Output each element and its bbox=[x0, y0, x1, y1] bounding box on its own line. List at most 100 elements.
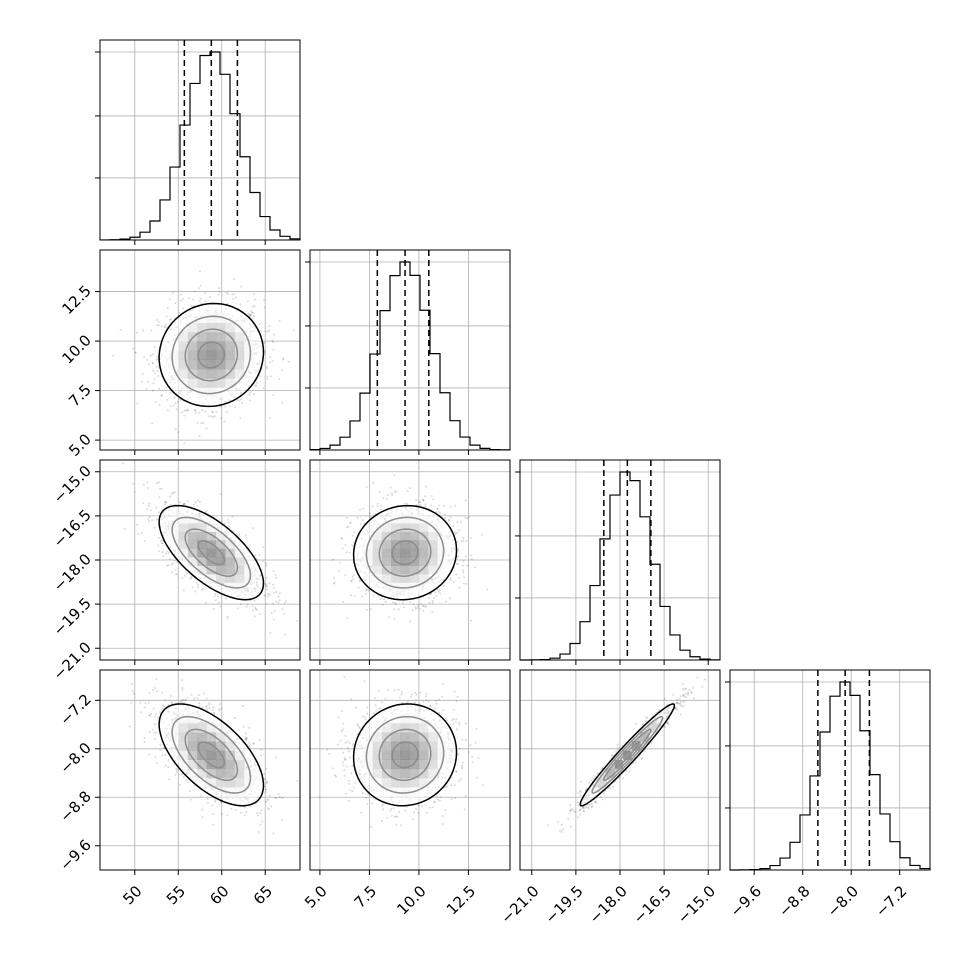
scatter-point bbox=[178, 501, 181, 504]
scatter-point bbox=[264, 594, 267, 597]
scatter-point bbox=[253, 393, 256, 396]
scatter-point bbox=[194, 411, 197, 414]
scatter-point bbox=[182, 307, 184, 310]
scatter-point bbox=[218, 703, 221, 706]
scatter-point bbox=[257, 831, 260, 833]
scatter-point bbox=[177, 431, 180, 433]
y-tick-label: −21.0 bbox=[50, 638, 95, 683]
scatter-point bbox=[464, 555, 467, 558]
scatter-point bbox=[266, 378, 269, 380]
scatter-point bbox=[275, 590, 278, 593]
scatter-point bbox=[193, 290, 196, 293]
scatter-point bbox=[365, 486, 368, 489]
scatter-point bbox=[266, 595, 269, 598]
scatter-point bbox=[351, 575, 354, 578]
scatter-point bbox=[359, 523, 362, 526]
scatter-point bbox=[175, 561, 178, 563]
scatter-point bbox=[183, 502, 186, 505]
scatter-point bbox=[249, 313, 252, 316]
scatter-point bbox=[443, 585, 446, 588]
y-tick-label: −18.0 bbox=[50, 550, 95, 595]
scatter-point bbox=[369, 516, 372, 519]
scatter-point bbox=[458, 529, 461, 532]
scatter-point bbox=[152, 369, 155, 372]
y-tick-label: 10.0 bbox=[58, 331, 94, 367]
scatter-point bbox=[218, 287, 221, 290]
scatter-point bbox=[264, 330, 267, 333]
scatter-point bbox=[156, 355, 158, 358]
scatter-point bbox=[259, 823, 262, 826]
scatter-point bbox=[347, 525, 350, 528]
scatter-point bbox=[252, 311, 254, 314]
scatter-point bbox=[466, 517, 469, 520]
scatter-point bbox=[283, 612, 286, 615]
scatter-point bbox=[462, 559, 465, 562]
scatter-point bbox=[251, 527, 254, 530]
scatter-point bbox=[272, 570, 275, 572]
scatter-point bbox=[454, 504, 457, 507]
scatter-point bbox=[141, 380, 144, 383]
scatter-point bbox=[167, 564, 170, 567]
scatter-point bbox=[192, 298, 194, 301]
scatter-point bbox=[283, 602, 286, 605]
scatter-point bbox=[149, 516, 152, 519]
scatter-point bbox=[214, 592, 217, 595]
scatter-point bbox=[174, 568, 177, 571]
scatter-point bbox=[466, 564, 469, 567]
histogram-panel-2 bbox=[305, 249, 511, 455]
scatter-point bbox=[221, 520, 224, 523]
scatter-point bbox=[444, 600, 447, 603]
scatter-point bbox=[151, 353, 154, 356]
scatter-point bbox=[263, 299, 266, 302]
scatter-point bbox=[173, 396, 176, 399]
scatter-point bbox=[268, 361, 271, 364]
scatter-point bbox=[193, 408, 196, 411]
scatter-point bbox=[234, 809, 237, 811]
scatter-point bbox=[165, 315, 168, 318]
scatter-point bbox=[474, 566, 477, 569]
scatter-point bbox=[349, 521, 352, 524]
scatter-point bbox=[385, 498, 388, 501]
scatter-point bbox=[371, 505, 374, 508]
scatter-point bbox=[184, 574, 186, 577]
scatter-point bbox=[409, 600, 411, 603]
scatter-point bbox=[198, 435, 201, 438]
scatter-point bbox=[146, 481, 149, 484]
scatter-point bbox=[196, 421, 199, 424]
scatter-point bbox=[240, 398, 243, 401]
scatter-point bbox=[409, 620, 412, 623]
scatter-point bbox=[161, 539, 164, 542]
scatter-point bbox=[277, 595, 280, 598]
scatter-point bbox=[458, 586, 461, 589]
scatter-point bbox=[147, 505, 150, 507]
scatter-point bbox=[470, 619, 472, 622]
scatter-point bbox=[186, 409, 189, 412]
scatter-point bbox=[156, 358, 159, 361]
scatter-point bbox=[430, 504, 433, 507]
scatter-point bbox=[194, 501, 197, 504]
scatter-point bbox=[177, 400, 180, 403]
scatter-point bbox=[379, 508, 382, 511]
scatter-point bbox=[368, 512, 371, 515]
scatter-point bbox=[218, 290, 221, 293]
scatter-point bbox=[156, 690, 159, 693]
scatter-point bbox=[372, 481, 374, 484]
scatter-point bbox=[269, 375, 272, 378]
scatter-point bbox=[449, 577, 452, 580]
scatter-point bbox=[212, 416, 214, 419]
scatter-point bbox=[153, 378, 156, 381]
scatter-point bbox=[252, 292, 255, 295]
scatter-point bbox=[364, 592, 367, 595]
scatter-point bbox=[136, 331, 138, 334]
scatter-point bbox=[204, 300, 207, 302]
scatter-point bbox=[449, 516, 452, 519]
scatter-point bbox=[167, 759, 170, 762]
scatter-point bbox=[460, 540, 463, 543]
scatter-point bbox=[208, 295, 211, 298]
scatter-point bbox=[362, 507, 365, 510]
scatter-point bbox=[414, 606, 417, 609]
scatter-point bbox=[353, 531, 356, 534]
scatter-point bbox=[223, 420, 226, 423]
scatter-point bbox=[168, 778, 171, 781]
scatter-point bbox=[237, 607, 240, 610]
